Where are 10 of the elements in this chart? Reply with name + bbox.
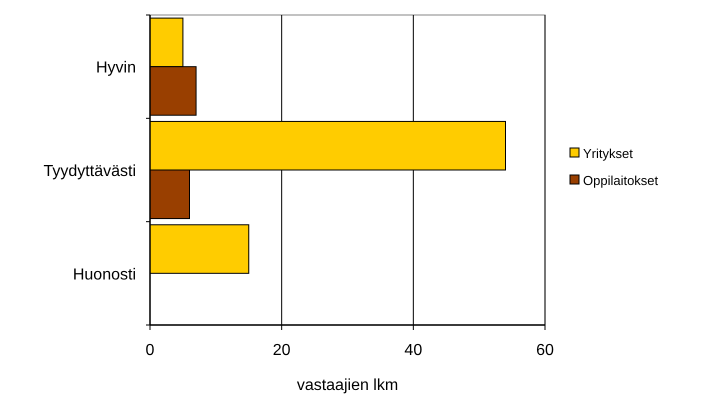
x-tick-label: 20 [272, 342, 291, 359]
y-tick-label: Huonosti [72, 266, 136, 284]
legend-label: Oppilaitokset [583, 173, 659, 188]
x-tick-label: 60 [536, 342, 554, 359]
x-tick-label: 40 [404, 342, 422, 359]
x-axis-title: vastaajien lkm [296, 377, 398, 394]
y-tick-label: Hyvin [96, 60, 136, 77]
y-tick-label: Tyydyttävästi [44, 163, 136, 180]
legend-label: Yritykset [583, 146, 634, 161]
x-tick-label: 0 [146, 342, 155, 359]
